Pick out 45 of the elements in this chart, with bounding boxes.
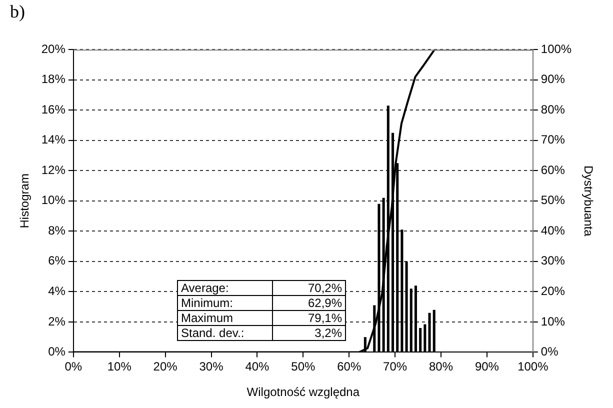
table-cell: 70,2%	[272, 280, 346, 296]
y2-tick-label: 0%	[540, 344, 559, 359]
y-tick-label: 8%	[48, 223, 66, 238]
x-tick-label: 90%	[474, 360, 500, 374]
x-axis-title: Wilgotność względna	[246, 385, 360, 400]
y-tick-label: 4%	[48, 284, 66, 298]
x-tick-label: 20%	[153, 360, 178, 374]
chart-title: b)	[10, 2, 25, 22]
y2-tick-label: 40%	[540, 223, 566, 238]
table-cell: 3,2%	[272, 326, 346, 340]
y2-axis-title: Dystrybuanta	[581, 166, 596, 237]
table-cell: Maximum	[178, 310, 272, 326]
x-tick-label: 30%	[199, 360, 224, 374]
y-tick-label: 14%	[41, 132, 66, 147]
table-cell: 79,1%	[272, 310, 346, 326]
x-tick-label: 70%	[383, 360, 408, 374]
table-cell: Average:	[178, 280, 272, 296]
x-tick-label: 50%	[291, 360, 316, 374]
x-tick-label: 0%	[64, 360, 82, 374]
y-axis-title: Histogram	[18, 174, 32, 228]
y2-tick-label: 20%	[540, 284, 566, 298]
table-cell: Stand. dev.:	[178, 326, 272, 340]
table-cell: 62,9%	[272, 296, 346, 310]
y2-tick-label: 60%	[540, 162, 566, 177]
y2-tick-label: 30%	[540, 254, 566, 268]
y-tick-label: 16%	[41, 102, 66, 116]
y2-tick-label: 70%	[540, 132, 566, 147]
y-tick-label: 20%	[41, 42, 66, 56]
x-tick-label: 10%	[107, 360, 132, 374]
y-tick-label: 10%	[41, 193, 66, 208]
y2-tick-label: 80%	[540, 102, 566, 116]
y-tick-label: 0%	[48, 344, 66, 359]
y-tick-label: 6%	[48, 254, 66, 268]
x-tick-label: 80%	[428, 360, 454, 374]
y2-tick-label: 100%	[540, 42, 572, 56]
x-tick-label: 60%	[337, 360, 362, 374]
y2-tick-label: 50%	[540, 193, 566, 208]
y-tick-label: 12%	[41, 162, 66, 177]
y2-tick-label: 90%	[540, 72, 566, 86]
y-tick-label: 18%	[41, 72, 66, 86]
y-tick-label: 2%	[48, 314, 66, 328]
x-tick-label: 100%	[518, 360, 549, 374]
table-cell: Minimum:	[178, 296, 272, 310]
y2-tick-label: 10%	[540, 314, 566, 328]
x-tick-label: 40%	[245, 360, 270, 374]
